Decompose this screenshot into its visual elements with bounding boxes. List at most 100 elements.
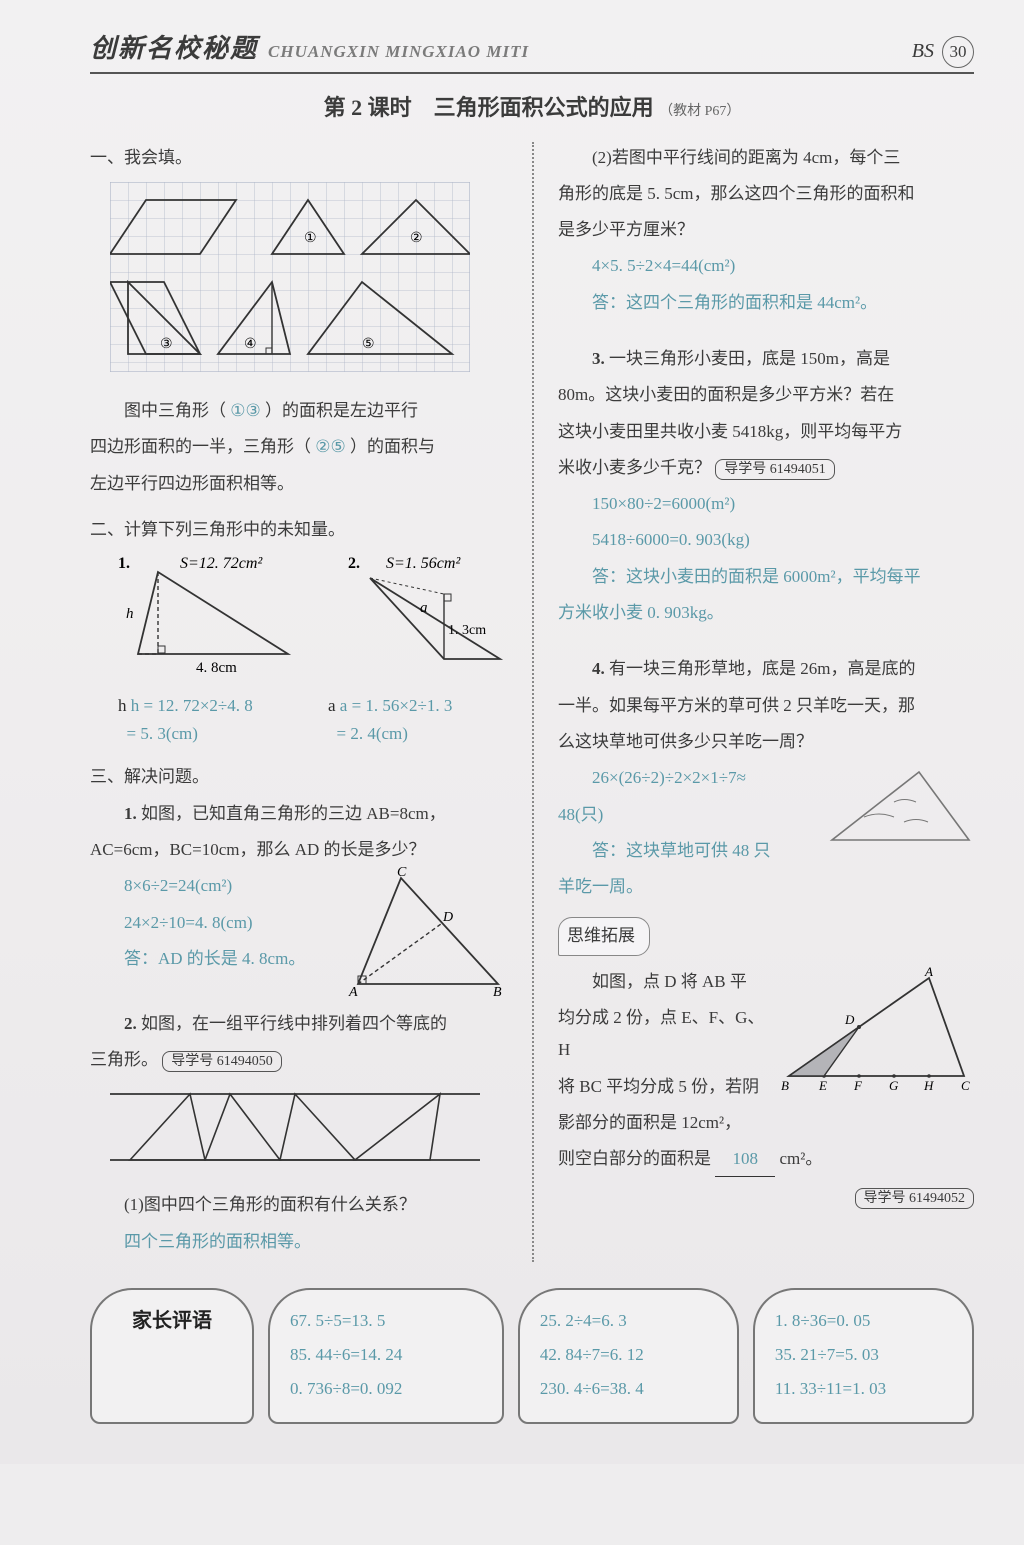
ext-blank: 108	[715, 1143, 775, 1176]
s3q2-sub2-calc: 4×5. 5÷2×4=44(cm²)	[558, 250, 974, 282]
s2-fig-1: 1. S=12. 72cm² h 4. 8cm	[118, 554, 308, 685]
ext-text-e: 则空白部分的面积是	[558, 1149, 711, 1168]
svg-text:D: D	[442, 910, 453, 925]
brand-pinyin: CHUANGXIN MINGXIAO MITI	[268, 42, 529, 62]
ext-text-d: 影部分的面积是 12cm²，	[558, 1107, 974, 1139]
s1-text-1b: ）的面积是左边平行	[265, 401, 418, 420]
svg-text:E: E	[818, 1078, 827, 1093]
s2-fig-2: 2. S=1. 56cm² a 1. 3cm	[348, 554, 508, 685]
s3q3-calc2: 5418÷6000=0. 903(kg)	[558, 524, 974, 556]
s3q2-sub2-qb: 角形的底是 5. 5cm，那么这四个三角形的面积和	[558, 178, 974, 210]
s3q4-text-a: 有一块三角形草地，底是 26m，高是底的	[609, 659, 915, 678]
svg-text:A: A	[348, 985, 358, 996]
svg-text:S=1. 56cm²: S=1. 56cm²	[386, 555, 461, 572]
svg-text:2.: 2.	[348, 555, 360, 572]
s3q3-text-a: 一块三角形小麦田，底是 150m，高是	[609, 349, 890, 368]
brand-title: 创新名校秘题	[90, 28, 258, 65]
svg-text:④: ④	[244, 337, 257, 352]
svg-text:S=12. 72cm²: S=12. 72cm²	[180, 555, 263, 572]
s3q2-sub2-qc: 是多少平方厘米？	[558, 214, 974, 246]
s1-text-2a: 四边形面积的一半，三角形（	[90, 437, 311, 456]
s3q1-num: 1.	[124, 804, 137, 823]
s3q1-text-a: 如图，已知直角三角形的三边 AB=8cm，	[141, 804, 446, 823]
s3q2-text-a: 如图，在一组平行线中排列着四个等底的	[141, 1014, 447, 1033]
ext-figure: A B C D E F G H	[779, 966, 974, 1107]
footer-c1-r1: 67. 5÷5=13. 5	[290, 1304, 482, 1338]
footer-c1-r2: 85. 44÷6=14. 24	[290, 1338, 482, 1372]
s1-text-3: 左边平行四边形面积相等。	[90, 468, 508, 500]
lesson-number: 第 2 课时	[324, 95, 412, 120]
s2q1-calc2: = 5. 3(cm)	[127, 724, 198, 743]
s3q3-text-d: 米收小麦多少千克？	[558, 458, 711, 477]
footer-c2-r1: 25. 2÷4=6. 3	[540, 1304, 717, 1338]
lesson-topic: 三角形面积公式的应用	[434, 95, 654, 120]
s3q2-sub1-q: (1)图中四个三角形的面积有什么关系？	[90, 1189, 508, 1221]
s1-text-1a: 图中三角形（	[124, 401, 226, 420]
svg-text:h: h	[126, 606, 134, 622]
textbook-ref: （教材 P67）	[659, 104, 740, 119]
s1-text-2b: ）的面积与	[350, 437, 435, 456]
svg-text:②: ②	[410, 231, 423, 246]
s3q4-ans-b: 羊吃一周。	[558, 871, 974, 903]
book-code: BS	[912, 40, 934, 63]
s3q3-calc1: 150×80÷2=6000(m²)	[558, 488, 974, 520]
svg-text:1.: 1.	[118, 555, 130, 572]
s3q3-ans-a: 答：这块小麦田的面积是 6000m²，平均每平	[558, 561, 974, 593]
ext-code: 导学号 61494052	[855, 1188, 975, 1210]
footer-c3-r1: 1. 8÷36=0. 05	[775, 1304, 952, 1338]
s3q2-sub2-ans: 答：这四个三角形的面积和是 44cm²。	[558, 287, 974, 319]
svg-text:4. 8cm: 4. 8cm	[196, 660, 237, 674]
footer-c3-r2: 35. 21÷7=5. 03	[775, 1338, 952, 1372]
footer-label: 家长评语	[90, 1288, 254, 1424]
svg-text:①: ①	[304, 231, 317, 246]
footer-c3-r3: 11. 33÷11=1. 03	[775, 1372, 952, 1406]
s3q4-text-c: 么这块草地可供多少只羊吃一周？	[558, 726, 974, 758]
svg-text:A: A	[924, 966, 933, 979]
svg-text:D: D	[844, 1012, 855, 1027]
s3q1-figure: A B C D	[343, 866, 508, 1007]
s2q1-calc1: h = 12. 72×2÷4. 8	[131, 696, 253, 715]
svg-text:a: a	[420, 600, 428, 616]
footer-c1-r3: 0. 736÷8=0. 092	[290, 1372, 482, 1406]
s3q1-text-b: AC=6cm，BC=10cm，那么 AD 的长是多少？	[90, 840, 426, 859]
section-3-heading: 三、解决问题。	[90, 761, 508, 793]
s3q3-code: 导学号 61494051	[715, 459, 835, 481]
s3q2-sub1-a: 四个三角形的面积相等。	[90, 1226, 508, 1258]
svg-text:F: F	[853, 1078, 863, 1093]
svg-text:C: C	[397, 866, 407, 880]
footer-c2-r2: 42. 84÷7=6. 12	[540, 1338, 717, 1372]
s3q2-num: 2.	[124, 1014, 137, 1033]
s3q4-num: 4.	[592, 659, 605, 678]
s3q2-sub2-qa: (2)若图中平行线间的距离为 4cm，每个三	[558, 142, 974, 174]
s1-blank-1: ①③	[230, 401, 260, 420]
s3q3-num: 3.	[592, 349, 605, 368]
svg-text:B: B	[781, 1078, 789, 1093]
svg-text:C: C	[961, 1078, 970, 1093]
s2q2-calc1: a = 1. 56×2÷1. 3	[340, 696, 453, 715]
ext-unit: cm²。	[780, 1149, 823, 1168]
svg-text:B: B	[493, 985, 502, 996]
footer-c2-r3: 230. 4÷6=38. 4	[540, 1372, 717, 1406]
s3q4-text-b: 一半。如果每平方米的草可供 2 只羊吃一天，那	[558, 690, 974, 722]
svg-text:G: G	[889, 1078, 899, 1093]
s2q2-lead: a	[328, 696, 340, 715]
extension-label: 思维拓展	[558, 917, 650, 955]
grid-figure: ① ② ③ ④ ⑤	[110, 182, 508, 383]
svg-text:H: H	[923, 1078, 934, 1093]
svg-text:⑤: ⑤	[362, 337, 375, 352]
s3q4-calc1: 26×(26÷2)÷2×2×1÷7≈	[592, 768, 746, 787]
s2q2-calc2: = 2. 4(cm)	[337, 724, 408, 743]
s3q2-code: 导学号 61494050	[162, 1051, 282, 1073]
s3q4-figure	[790, 762, 974, 858]
s3q3-ans-b: 方米收小麦 0. 903kg。	[558, 597, 974, 629]
s1-blank-2: ②⑤	[315, 437, 345, 456]
s3q3-text-b: 80m。这块小麦田的面积是多少平方米？若在	[558, 379, 974, 411]
section-1-heading: 一、我会填。	[90, 142, 508, 174]
s2q1-lead: h	[118, 696, 131, 715]
s3q3-text-c: 这块小麦田里共收小麦 5418kg，则平均每平方	[558, 416, 974, 448]
section-2-heading: 二、计算下列三角形中的未知量。	[90, 514, 508, 546]
page-number: 30	[942, 36, 974, 68]
s3q2-text-b: 三角形。	[90, 1050, 158, 1069]
svg-text:1. 3cm: 1. 3cm	[448, 623, 486, 638]
s3q2-figure	[110, 1082, 508, 1183]
